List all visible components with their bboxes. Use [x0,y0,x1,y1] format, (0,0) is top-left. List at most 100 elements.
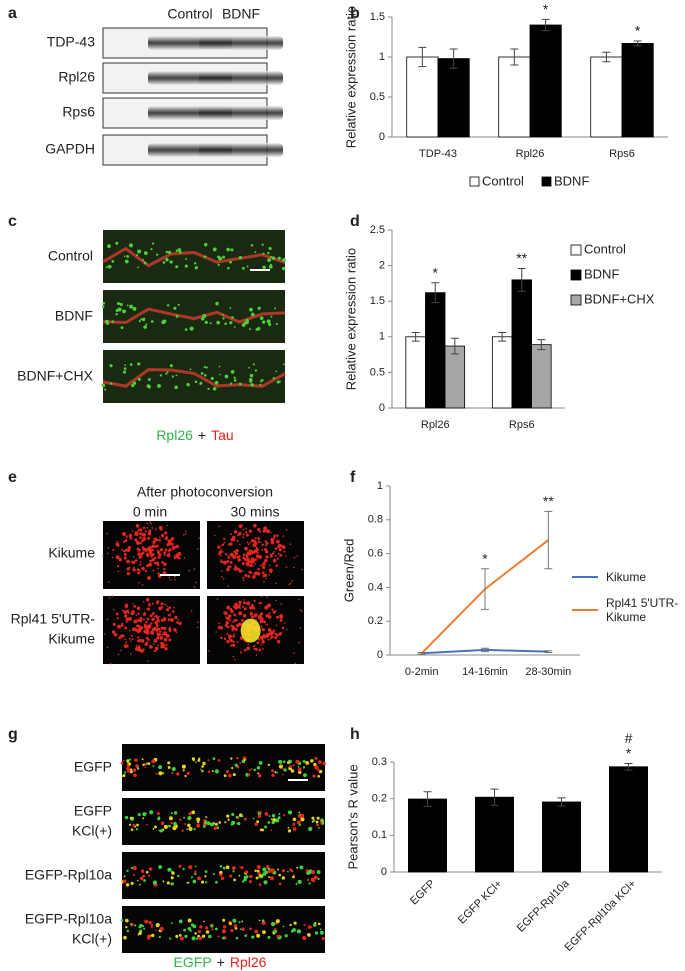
speckle [251,538,255,543]
speckle [229,560,233,564]
speckle [233,376,236,379]
speckle [205,366,208,369]
speckle [148,920,152,925]
speckle [311,870,316,875]
speckle [267,603,272,608]
speckle [314,765,319,770]
speckle [311,816,315,820]
speckle [155,528,157,531]
speckle [250,244,254,247]
speckle [276,868,279,871]
speckle [239,928,242,931]
speckle [173,306,177,310]
speckle [262,562,266,566]
speckle [118,558,122,562]
speckle [220,549,223,552]
speckle [282,535,285,538]
speckle [275,323,278,326]
speckle [238,603,241,606]
speckle [319,821,323,824]
speckle [159,374,163,377]
speckle [137,266,139,269]
speckle [259,612,264,616]
speckle [163,551,166,554]
speckle [227,554,230,557]
speckle [147,660,149,662]
speckle [217,255,220,259]
speckle [178,621,182,625]
speckle [157,816,161,819]
speckle [257,567,260,571]
speckle [225,622,228,624]
speckle [242,536,245,539]
speckle [259,380,262,383]
hotspot [240,618,261,643]
speckle [205,926,209,930]
speckle [133,566,135,569]
speckle [150,622,153,625]
speckle [168,629,172,633]
micrograph [122,744,325,791]
speckle [248,880,252,884]
speckle [270,868,275,873]
speckle [250,557,255,562]
speckle [185,530,187,533]
bar [405,336,426,409]
speckle [287,870,289,873]
speckle [264,547,268,552]
speckle [228,637,231,640]
speckle [317,877,320,880]
speckle [257,538,260,541]
speckle [253,523,257,528]
speckle [313,923,317,927]
speckle [235,565,238,568]
significance-mark: * [482,551,488,567]
speckle [249,307,253,312]
speckle [274,636,278,640]
speckle [138,638,142,643]
speckle [150,248,153,251]
speckle [227,556,231,559]
speckle [175,631,178,633]
speckle [186,828,189,831]
speckle [204,820,208,825]
speckle [107,546,110,549]
speckle [248,529,253,533]
speckle [108,581,110,583]
speckle [135,619,138,622]
speckle [126,571,130,576]
speckle [138,581,140,584]
speckle [125,617,130,622]
speckle [273,536,276,539]
speckle [232,634,235,638]
speckle [258,883,262,887]
error-bar [602,51,611,63]
speckle [255,548,259,552]
speckle [292,764,295,767]
speckle [289,868,293,872]
speckle [214,380,219,385]
speckle [173,606,176,609]
speckle [275,582,277,585]
speckle [131,866,134,870]
speckle [252,363,255,366]
speckle [277,552,280,555]
speckle [153,638,158,643]
speckle [299,865,304,870]
speckle [128,243,133,248]
speckle [279,553,283,557]
speckle [147,638,150,642]
bar [491,336,513,409]
speckle [146,641,149,644]
error-bar [481,568,489,610]
legend-swatch [572,609,598,611]
speckle [274,307,277,310]
speckle [137,646,141,650]
speckle [207,387,210,391]
speckle [300,813,305,818]
speckle [127,611,130,614]
speckle [147,384,151,389]
speckle [193,262,197,265]
speckle [167,765,171,769]
speckle [226,640,230,644]
